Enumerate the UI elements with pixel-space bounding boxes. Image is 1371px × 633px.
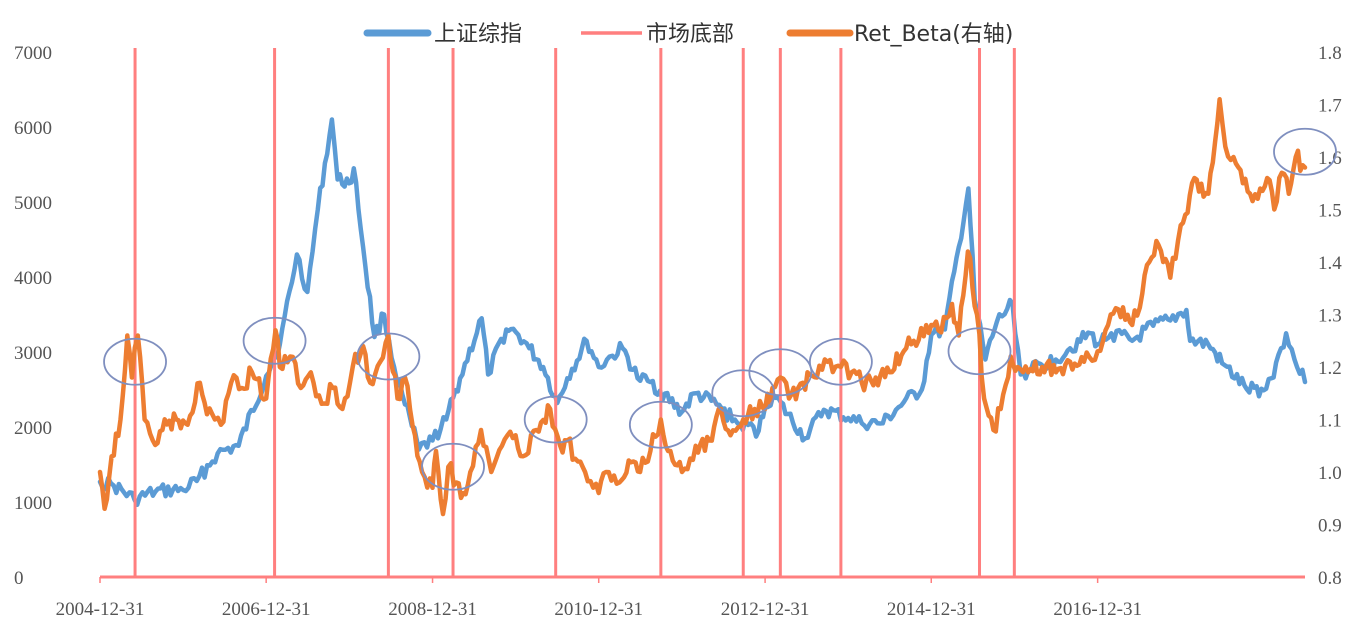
y-left-tick-label: 0: [14, 568, 24, 589]
x-tick-label: 2012-12-31: [721, 599, 810, 620]
x-tick-label: 2010-12-31: [554, 599, 643, 620]
legend-label-0: 上证综指: [434, 22, 522, 47]
y-right-tick-label: 0.8: [1318, 568, 1342, 589]
y-right-tick-label: 1.4: [1318, 253, 1342, 274]
highlight-ellipse: [808, 337, 873, 386]
plot-area: 2004-12-31 2006-12-31 2008-12-31 2010-12-31…: [14, 43, 1342, 620]
highlight-ellipse: [748, 348, 813, 397]
y-left-tick-label: 3000: [14, 343, 52, 364]
y-left-tick-label: 7000: [14, 43, 52, 64]
y-left-tick-label: 5000: [14, 193, 52, 214]
highlight-ellipse: [356, 332, 421, 381]
legend-label-2: Ret_Beta(右轴): [854, 22, 1013, 47]
highlight-ellipse: [242, 316, 307, 365]
x-tick-label: 2006-12-31: [222, 599, 311, 620]
x-tick-label: 2004-12-31: [56, 599, 145, 620]
x-tick-label: 2014-12-31: [887, 599, 976, 620]
x-tick-label: 2008-12-31: [388, 599, 477, 620]
y-left-tick-label: 1000: [14, 493, 52, 514]
y-right-tick-label: 1.8: [1318, 43, 1342, 64]
highlight-ellipse: [421, 442, 485, 491]
y-left-tick-label: 2000: [14, 418, 52, 439]
highlight-ellipse: [1273, 127, 1337, 176]
highlight-ellipse: [523, 395, 588, 444]
highlight-ellipse: [628, 400, 693, 449]
y-right-tick-label: 1.0: [1318, 463, 1342, 484]
y-right-tick-label: 1.1: [1318, 411, 1342, 432]
highlight-ellipse: [103, 337, 167, 386]
legend-label-1: 市场底部: [646, 22, 734, 47]
y-right-tick-label: 1.2: [1318, 358, 1342, 379]
highlight-ellipse: [711, 369, 776, 418]
y-right-tick-label: 1.5: [1318, 201, 1342, 222]
y-right-tick-label: 0.9: [1318, 516, 1342, 537]
x-tick-label: 2016-12-31: [1053, 599, 1142, 620]
y-right-tick-label: 1.7: [1318, 96, 1342, 117]
y-right-tick-label: 1.3: [1318, 306, 1342, 327]
legend: 上证综指 市场底部 Ret_Beta(右轴): [363, 22, 1013, 47]
y-left-tick-label: 6000: [14, 118, 52, 139]
highlight-ellipse: [947, 327, 1012, 376]
series-ret-beta-line: [97, 97, 1308, 517]
y-left-tick-label: 4000: [14, 268, 52, 289]
